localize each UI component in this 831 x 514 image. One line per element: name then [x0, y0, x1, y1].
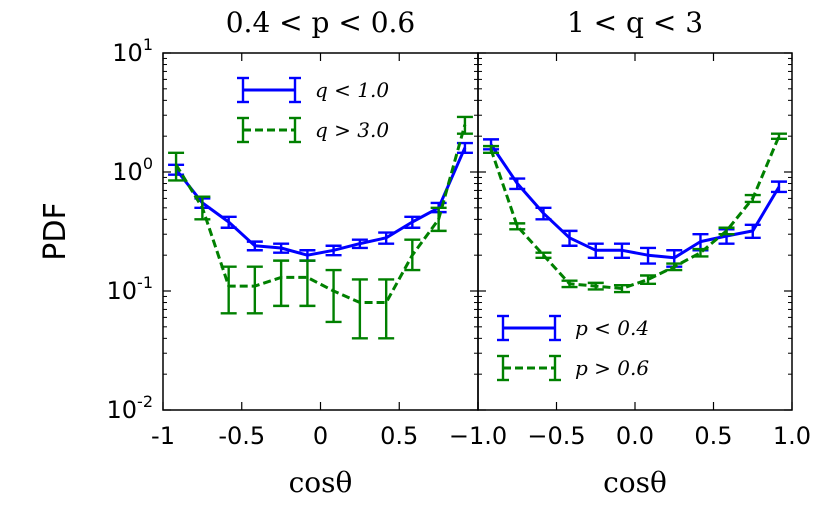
x-tick-label: -1: [151, 422, 175, 450]
panel-2: −1.0 −0.5 0.0 0.5 1.0 p < 0.4 p > 0.6 1 < q < 3…: [449, 6, 811, 499]
series-q-3-0: [168, 115, 473, 340]
series-line: [489, 143, 781, 260]
x-axis-label: cosθ: [289, 466, 353, 499]
x-tick-label: 0: [313, 422, 328, 450]
legend: q < 1.0 q > 3.0: [237, 76, 389, 144]
y-tick-label: 101: [112, 35, 153, 67]
x-tick-label: 0.5: [380, 422, 418, 450]
x-tick-label: 0.0: [616, 422, 654, 450]
panel-title: 1 < q < 3: [567, 6, 703, 39]
panel-title: 0.4 < p < 0.6: [226, 6, 416, 39]
axes-frame: [477, 52, 793, 411]
series-p-0-6: [483, 132, 787, 294]
legend-label: q > 3.0: [315, 118, 389, 142]
series-line: [489, 135, 781, 290]
x-tick-label: 1.0: [773, 422, 811, 450]
y-axis-label: PDF: [38, 202, 73, 260]
y-tick-label: 10-1: [107, 273, 154, 305]
panel-1: -1 -0.5 0 0.5 101 100 10-1 10-2 q < 1.0 q > 3.0 0.…: [38, 6, 479, 499]
x-tick-label: -0.5: [218, 422, 265, 450]
x-tick-label: −1.0: [449, 422, 507, 450]
y-tick-label: 100: [112, 154, 153, 186]
legend-label: q < 1.0: [315, 78, 389, 102]
x-tick-label: 0.5: [694, 422, 732, 450]
y-tick-label: 10-2: [107, 392, 154, 424]
legend-label: p < 0.4: [575, 316, 649, 340]
legend-label: p > 0.6: [575, 356, 649, 380]
series-line: [174, 147, 467, 257]
series-p-0-4: [483, 138, 787, 268]
x-axis-label: cosθ: [603, 466, 667, 499]
legend: p < 0.4 p > 0.6: [497, 314, 649, 382]
x-tick-label: −0.5: [527, 422, 585, 450]
